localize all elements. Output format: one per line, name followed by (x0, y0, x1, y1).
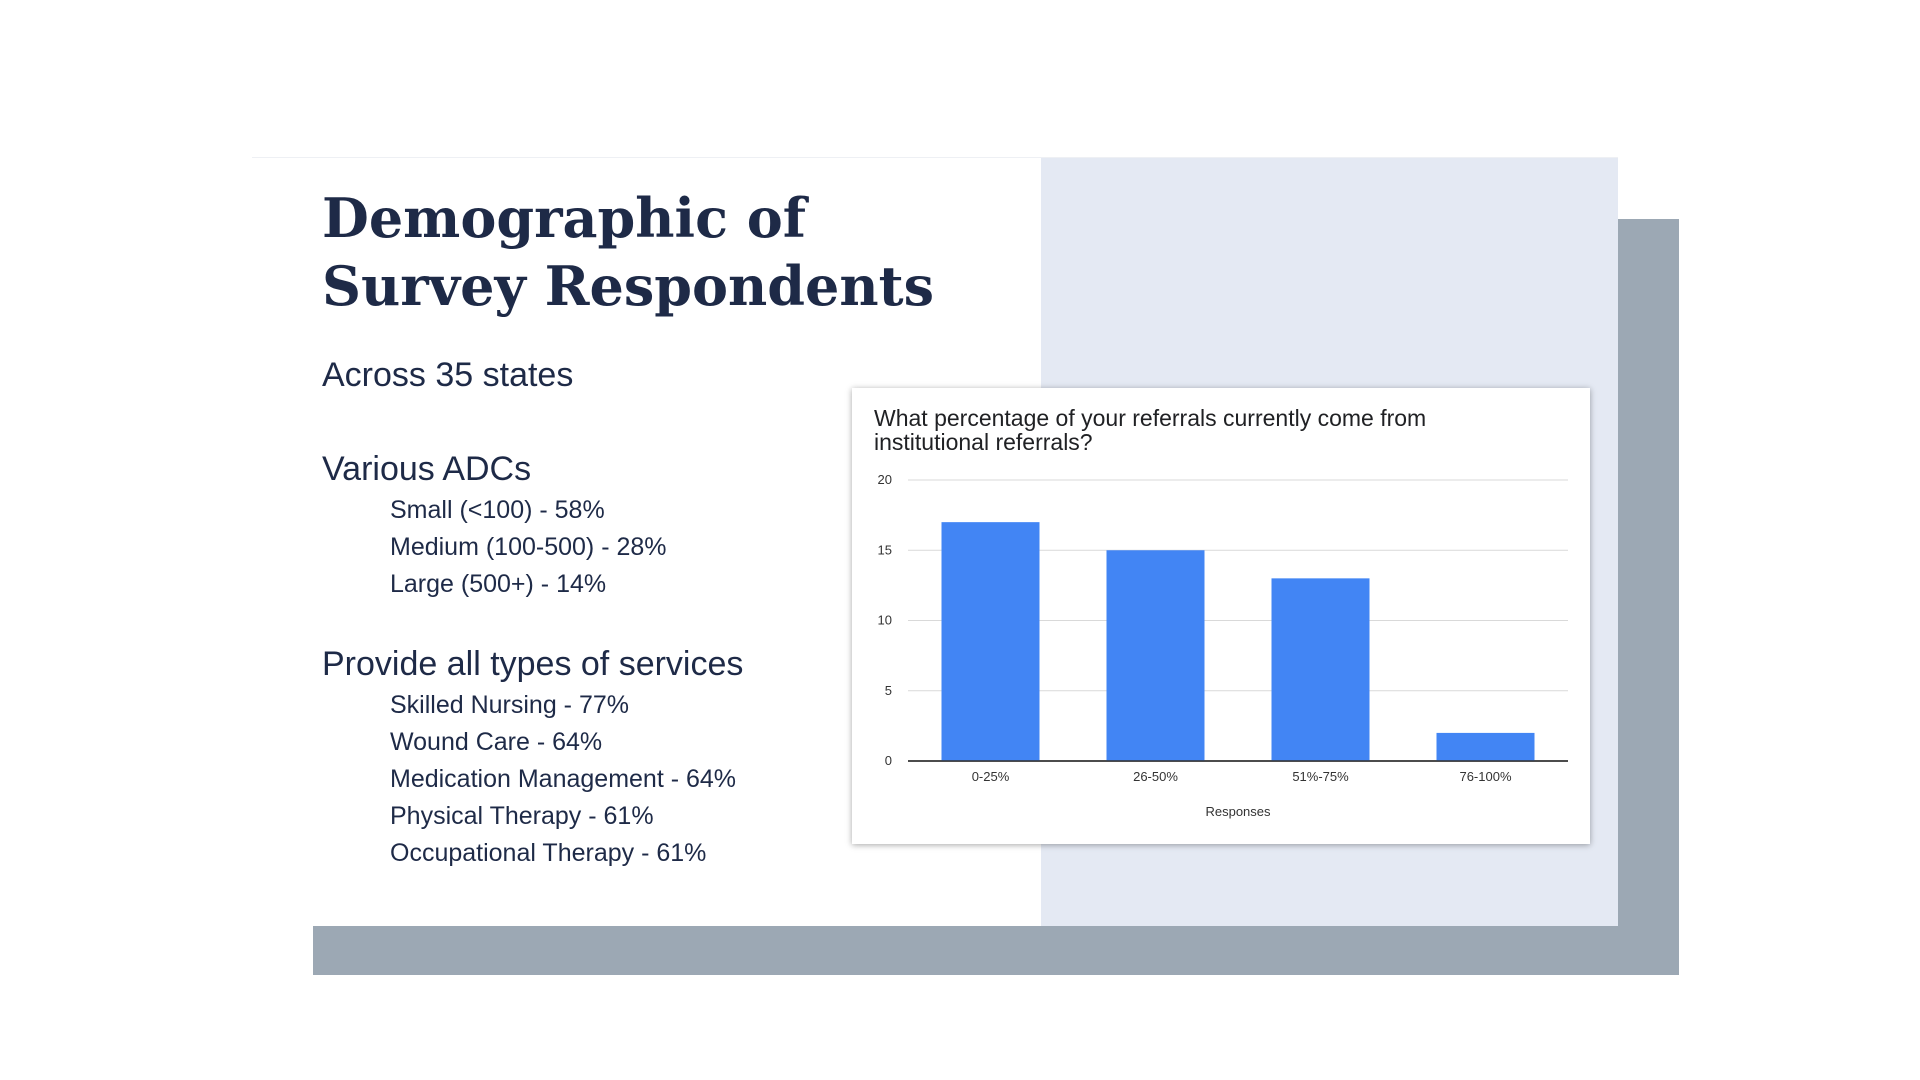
bar-26-50% (1106, 550, 1205, 761)
adcs-item: Medium (100-500) - 28% (390, 533, 667, 561)
bar-chart: 0 5 10 15 20 0-25% 26-50% 51%-75% 76-100% Respons… (878, 472, 1568, 819)
adcs-list: Small (<100) - 58% Medium (100-500) - 28… (390, 492, 667, 603)
adcs-heading: Various ADCs (322, 450, 532, 488)
y-tick-label: 0 (885, 753, 892, 768)
adcs-item: Small (<100) - 58% (390, 496, 605, 524)
bar-76-100% (1436, 732, 1535, 761)
chart-card: What percentage of your referrals curren… (852, 388, 1590, 844)
chart-title: What percentage of your referrals curren… (874, 405, 1427, 455)
services-list: Skilled Nursing - 77% Wound Care - 64% M… (390, 687, 736, 872)
services-item: Medication Management - 64% (390, 765, 737, 793)
services-heading: Provide all types of services (322, 645, 744, 683)
bar-0-25% (941, 522, 1040, 761)
slide: Demographic of Survey Respondents Across… (252, 157, 1618, 926)
x-tick-label: 76-100% (1459, 769, 1511, 784)
services-item: Skilled Nursing - 77% (390, 691, 629, 719)
y-tick-label: 20 (878, 472, 892, 487)
bar-51%-75% (1271, 578, 1370, 761)
y-tick-label: 15 (878, 542, 892, 557)
services-item: Wound Care - 64% (390, 728, 603, 756)
x-tick-label: 26-50% (1133, 769, 1178, 784)
services-item: Occupational Therapy - 61% (390, 839, 707, 867)
y-tick-label: 10 (878, 613, 892, 628)
slide-title: Demographic of Survey Respondents (322, 186, 935, 318)
x-tick-label: 51%-75% (1292, 769, 1349, 784)
services-item: Physical Therapy - 61% (390, 802, 654, 830)
adcs-item: Large (500+) - 14% (390, 570, 607, 598)
x-tick-label: 0-25% (972, 769, 1010, 784)
states-subtitle: Across 35 states (322, 356, 574, 394)
x-axis-title: Responses (1205, 804, 1271, 819)
y-tick-label: 5 (885, 683, 892, 698)
